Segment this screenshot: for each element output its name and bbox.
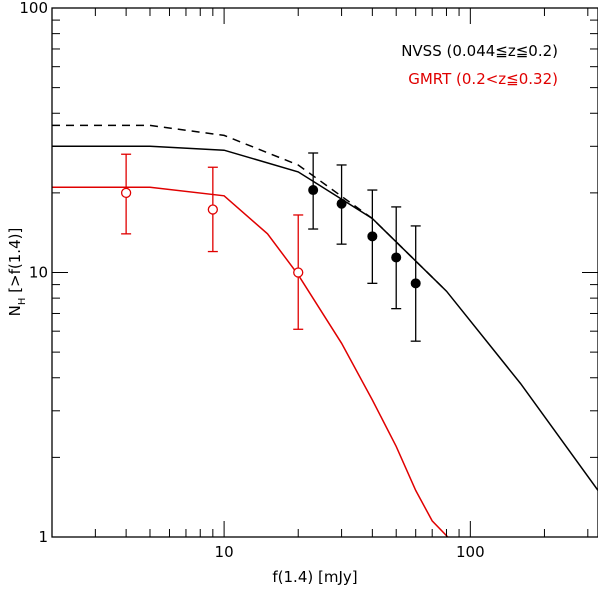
data-point-filled (367, 231, 378, 242)
y-axis-label-main: N (6, 305, 24, 316)
data-point-filled (336, 198, 347, 209)
axis-ticks (51, 7, 598, 538)
x-tick-label: 10 (215, 543, 234, 561)
y-tick-label: 10 (29, 264, 48, 282)
x-tick-label: 100 (456, 543, 485, 561)
plot-points (120, 152, 421, 342)
series-line-0 (52, 145, 598, 491)
x-axis-label: f(1.4) [mJy] (272, 568, 357, 586)
legend-entry-gmrt: GMRT (0.2<z≦0.32) (408, 70, 558, 88)
series-line-2 (52, 186, 449, 537)
data-point-open (207, 204, 218, 215)
plot-lines (52, 124, 598, 537)
data-point-filled (410, 278, 421, 289)
y-tick-label: 1 (38, 528, 48, 546)
y-axis-label: NH [>f(1.4)] (6, 228, 28, 317)
y-axis-label-rest: [>f(1.4)] (6, 228, 24, 298)
series-line-1 (52, 124, 448, 292)
legend-entry-nvss: NVSS (0.044≦z≦0.2) (401, 42, 558, 60)
data-point-open (293, 267, 304, 278)
data-point-filled (391, 252, 402, 263)
data-point-open (120, 187, 132, 199)
data-point-filled (308, 185, 319, 196)
y-axis-label-sub: H (17, 298, 28, 306)
tick-labels: 10 100 1 10 100 (19, 0, 484, 561)
y-tick-label: 100 (19, 0, 48, 17)
